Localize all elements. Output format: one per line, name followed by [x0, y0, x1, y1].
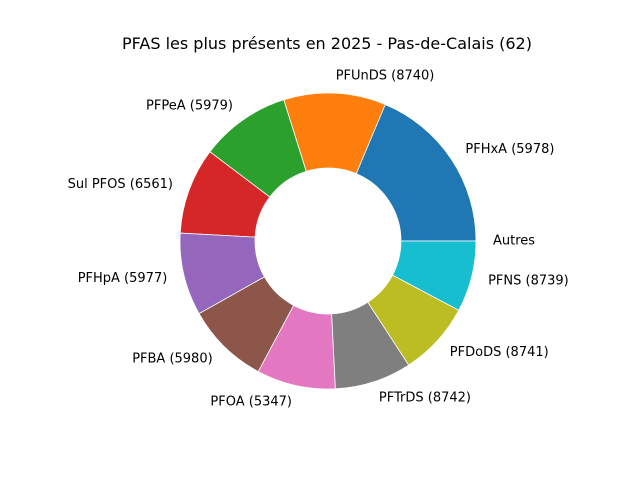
slice-label-pfpea-5979: PFPeA (5979)	[146, 99, 233, 114]
slice-label-sul-pfos-6561: Sul PFOS (6561)	[68, 177, 173, 192]
slice-label-pfhpa-5977: PFHpA (5977)	[78, 271, 168, 286]
chart-title: PFAS les plus présents en 2025 - Pas-de-…	[122, 34, 532, 53]
slice-label-pfhxa-5978: PFHxA (5978)	[465, 142, 554, 157]
slice-label-pfba-5980: PFBA (5980)	[132, 352, 213, 367]
slice-label-pftrds-8742: PFTrDS (8742)	[379, 391, 471, 406]
slice-label-pfdods-8741: PFDoDS (8741)	[450, 345, 549, 360]
slice-label-pfunds-8740: PFUnDS (8740)	[336, 69, 435, 84]
slice-label-autres: Autres	[493, 234, 535, 249]
slices-group	[179, 92, 477, 390]
slice-pfhxa-5978	[355, 103, 477, 242]
slice-label-pfns-8739: PFNS (8739)	[488, 273, 569, 288]
slice-label-pfoa-5347: PFOA (5347)	[210, 395, 292, 410]
slice-pfns-8739	[391, 240, 477, 311]
labels-group: Autres PFHxA (5978) PFUnDS (8740) PFPeA (59…	[68, 69, 569, 410]
